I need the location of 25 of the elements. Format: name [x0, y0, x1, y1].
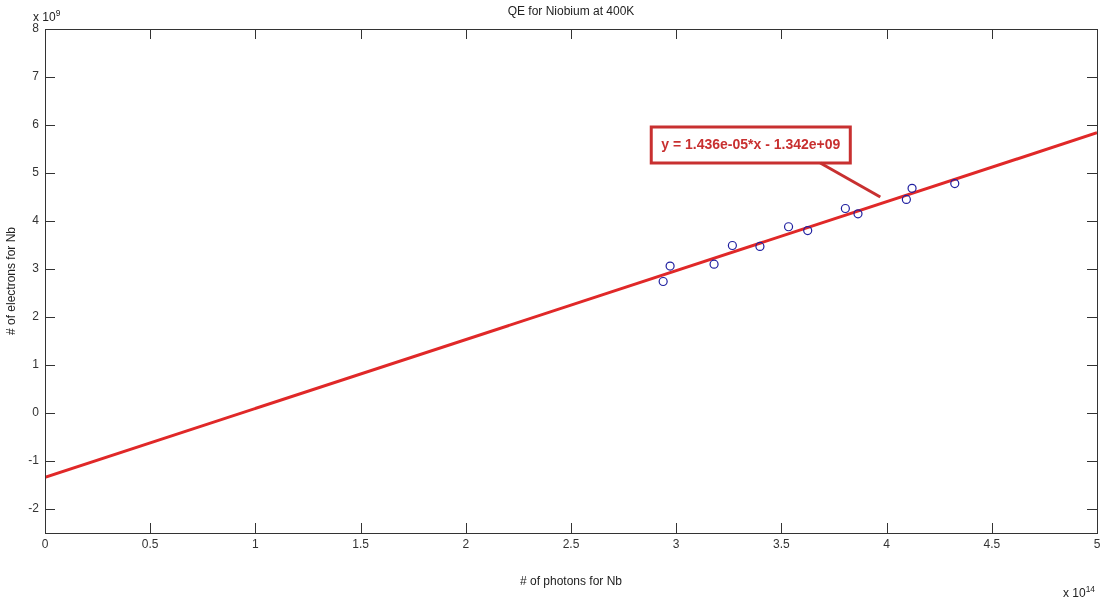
x-tick-label: 4: [883, 536, 891, 551]
y-tick-label: 3: [32, 261, 40, 276]
y-tick-label: -1: [28, 453, 40, 468]
y-axis-title: # of electrons for Nb: [3, 226, 18, 336]
y-tick-label: -2: [28, 501, 40, 516]
annotation: y = 1.436e-05*x - 1.342e+09: [661, 135, 841, 152]
y-tick-label: 5: [32, 165, 40, 180]
x-tick-label: 2.5: [562, 536, 580, 551]
x-tick-label: 1.5: [352, 536, 370, 551]
y-tick-label: 8: [32, 21, 40, 36]
x-tick-label: 3.5: [773, 536, 791, 551]
x-tick-label: 3: [672, 536, 680, 551]
x-axis-title: # of photons for Nb: [519, 574, 623, 589]
x-tick-label: 1: [252, 536, 260, 551]
x-tick-label: 0.5: [141, 536, 159, 551]
y-tick-label: 6: [32, 117, 40, 132]
chart-title: QE for Niobium at 400K: [507, 4, 635, 19]
y-tick-label: 2: [32, 309, 40, 324]
x-tick-label: 2: [462, 536, 470, 551]
x-tick-label: 4.5: [983, 536, 1001, 551]
y-tick-label: 4: [32, 213, 40, 228]
x-tick-label: 5: [1093, 536, 1101, 551]
y-tick-label: 7: [32, 69, 40, 84]
y-tick-label: 0: [32, 405, 40, 420]
y-tick-label: 1: [32, 357, 40, 372]
